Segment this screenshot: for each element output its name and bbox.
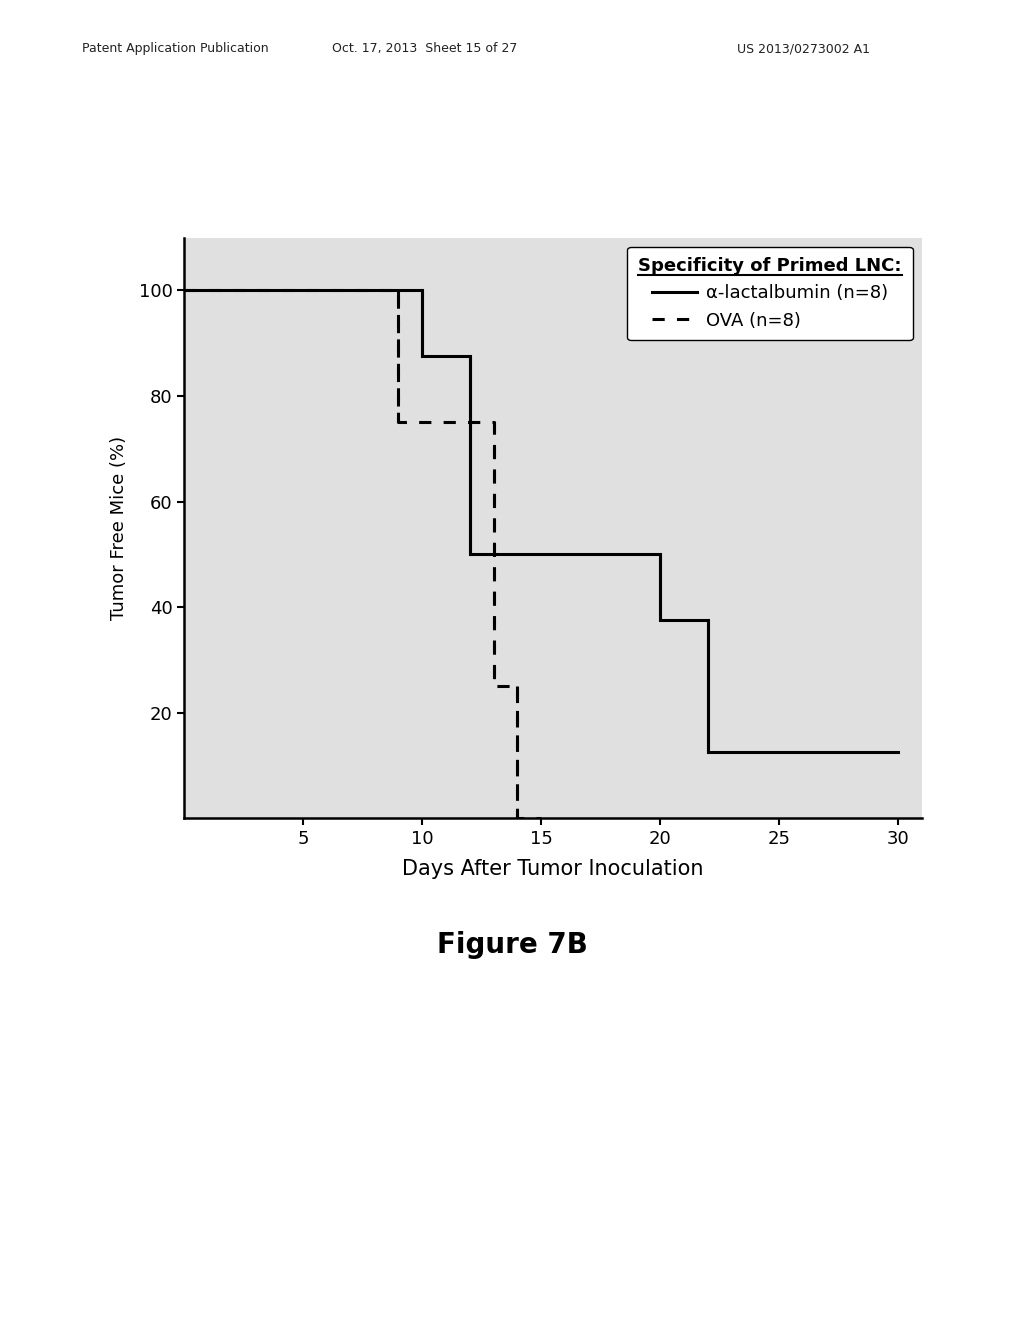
X-axis label: Days After Tumor Inoculation: Days After Tumor Inoculation — [402, 859, 703, 879]
Text: US 2013/0273002 A1: US 2013/0273002 A1 — [737, 42, 870, 55]
Y-axis label: Tumor Free Mice (%): Tumor Free Mice (%) — [110, 436, 128, 620]
Text: Oct. 17, 2013  Sheet 15 of 27: Oct. 17, 2013 Sheet 15 of 27 — [332, 42, 518, 55]
Text: Patent Application Publication: Patent Application Publication — [82, 42, 268, 55]
Legend: α-lactalbumin (n=8), OVA (n=8): α-lactalbumin (n=8), OVA (n=8) — [628, 247, 912, 341]
Text: Figure 7B: Figure 7B — [436, 931, 588, 958]
